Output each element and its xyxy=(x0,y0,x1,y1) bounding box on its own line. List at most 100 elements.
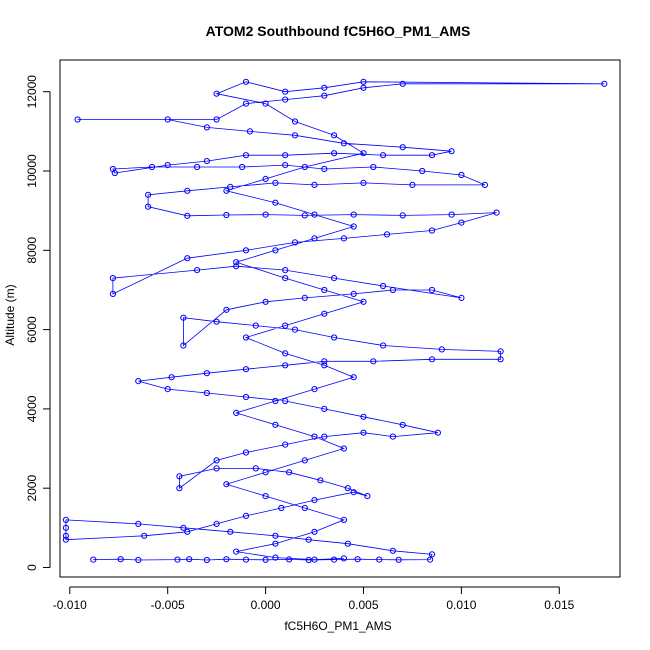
data-point xyxy=(62,532,70,539)
data-point xyxy=(135,378,142,385)
data-point xyxy=(321,84,328,91)
data-point xyxy=(282,322,289,329)
data-point xyxy=(242,512,250,520)
x-tick-label: 0.005 xyxy=(348,598,378,612)
data-point xyxy=(203,370,210,377)
data-point xyxy=(340,140,347,147)
data-point xyxy=(428,227,436,234)
data-point xyxy=(427,556,434,563)
data-point xyxy=(242,366,250,373)
data-point xyxy=(176,473,183,480)
data-point xyxy=(321,362,328,369)
data-point xyxy=(428,152,436,159)
data-point xyxy=(458,294,465,301)
data-point xyxy=(409,181,416,188)
data-point xyxy=(194,163,201,171)
data-point xyxy=(481,181,488,188)
data-point xyxy=(272,421,279,428)
data-point xyxy=(282,397,289,405)
data-point xyxy=(389,547,396,554)
data-point xyxy=(376,556,383,563)
data-point xyxy=(242,100,250,107)
data-point xyxy=(180,314,187,321)
data-point xyxy=(184,528,191,535)
y-tick-label: 4000 xyxy=(25,395,39,422)
data-point xyxy=(90,556,97,563)
data-point xyxy=(305,536,312,543)
data-point xyxy=(286,556,293,563)
data-point xyxy=(242,152,250,159)
data-point xyxy=(223,481,230,488)
data-point xyxy=(331,275,338,282)
data-point xyxy=(242,393,250,401)
data-point xyxy=(360,84,367,91)
data-point xyxy=(252,322,259,329)
data-point xyxy=(213,465,220,472)
data-point xyxy=(360,429,367,436)
data-point xyxy=(428,286,436,294)
data-point xyxy=(399,421,406,428)
data-point xyxy=(360,298,367,305)
data-point xyxy=(458,219,465,226)
y-axis-label: Altitude (m) xyxy=(3,284,17,345)
data-point xyxy=(360,179,367,186)
data-point xyxy=(370,163,377,171)
series-lines xyxy=(65,81,605,561)
data-point xyxy=(164,386,171,393)
data-point xyxy=(321,286,328,294)
data-point xyxy=(419,167,426,175)
data-point xyxy=(164,162,171,169)
data-point xyxy=(145,203,152,210)
data-point xyxy=(331,132,338,139)
series-points xyxy=(62,78,608,564)
data-point xyxy=(176,485,183,492)
data-point xyxy=(331,334,338,341)
data-point xyxy=(111,169,118,177)
x-tick-label: 0.010 xyxy=(446,598,476,612)
data-point xyxy=(286,469,293,476)
data-point xyxy=(109,275,117,282)
data-point xyxy=(311,556,318,563)
data-point xyxy=(428,551,436,558)
data-point xyxy=(282,350,289,357)
data-point xyxy=(350,290,357,297)
data-point xyxy=(301,212,308,219)
data-point xyxy=(344,485,351,492)
data-point xyxy=(168,374,175,381)
data-point xyxy=(282,362,289,369)
y-tick-label: 12000 xyxy=(25,75,39,109)
data-point xyxy=(344,540,351,547)
data-point xyxy=(242,334,250,341)
data-point xyxy=(148,163,156,171)
data-point xyxy=(321,433,328,440)
data-point xyxy=(282,267,289,274)
data-point xyxy=(360,150,367,157)
data-point xyxy=(317,477,324,484)
data-point xyxy=(62,516,70,524)
y-tick-label: 2000 xyxy=(25,475,39,502)
data-point xyxy=(354,556,361,563)
data-point xyxy=(448,148,455,155)
data-point xyxy=(262,298,269,305)
data-point xyxy=(428,356,436,363)
data-point xyxy=(282,88,289,95)
data-point xyxy=(311,181,318,188)
data-point xyxy=(291,118,299,125)
data-point xyxy=(141,532,148,539)
data-point xyxy=(291,326,299,333)
data-point xyxy=(262,469,269,476)
data-point xyxy=(311,211,318,218)
data-point xyxy=(340,445,347,452)
x-tick-label: -0.010 xyxy=(53,598,87,612)
data-point xyxy=(364,493,371,500)
data-point xyxy=(340,235,347,242)
data-point xyxy=(262,493,269,500)
data-point xyxy=(184,212,191,219)
data-point xyxy=(194,267,201,274)
data-point xyxy=(321,165,328,173)
data-point xyxy=(311,386,318,393)
data-point xyxy=(383,231,391,238)
data-point xyxy=(227,183,234,190)
data-point xyxy=(233,548,240,555)
